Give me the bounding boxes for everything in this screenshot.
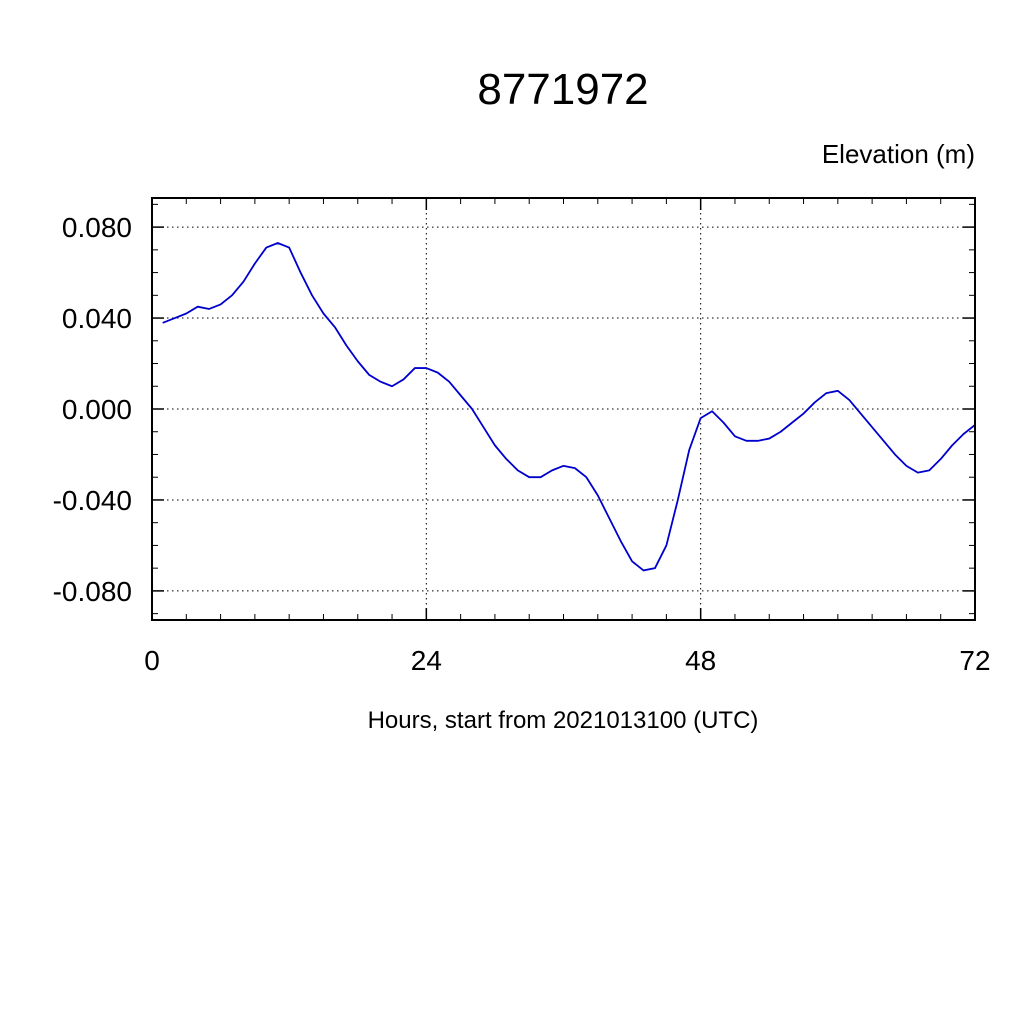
elevation-line xyxy=(162,242,976,572)
x-tick-label: 48 xyxy=(685,645,716,676)
chart-title: 8771972 xyxy=(477,65,648,114)
x-axis-label: Hours, start from 2021013100 (UTC) xyxy=(368,707,759,734)
y-tick-label: -0.040 xyxy=(53,485,132,516)
y-tick-label: -0.080 xyxy=(53,576,132,607)
plot-frame xyxy=(151,197,976,621)
y-axis-unit-label: Elevation (m) xyxy=(822,139,975,169)
x-tick-label: 24 xyxy=(411,645,442,676)
y-tick-label: 0.000 xyxy=(62,394,132,425)
x-tick-label: 0 xyxy=(144,645,160,676)
elevation-series xyxy=(162,242,976,572)
x-tick-label: 72 xyxy=(959,645,990,676)
y-tick-label: 0.040 xyxy=(62,303,132,334)
y-tick-label: 0.080 xyxy=(62,212,132,243)
axis-tick-labels: 0 24 48 72 0.080 0.040 0.000 -0.040 -0.080 xyxy=(53,212,991,676)
grid-lines xyxy=(152,198,975,620)
